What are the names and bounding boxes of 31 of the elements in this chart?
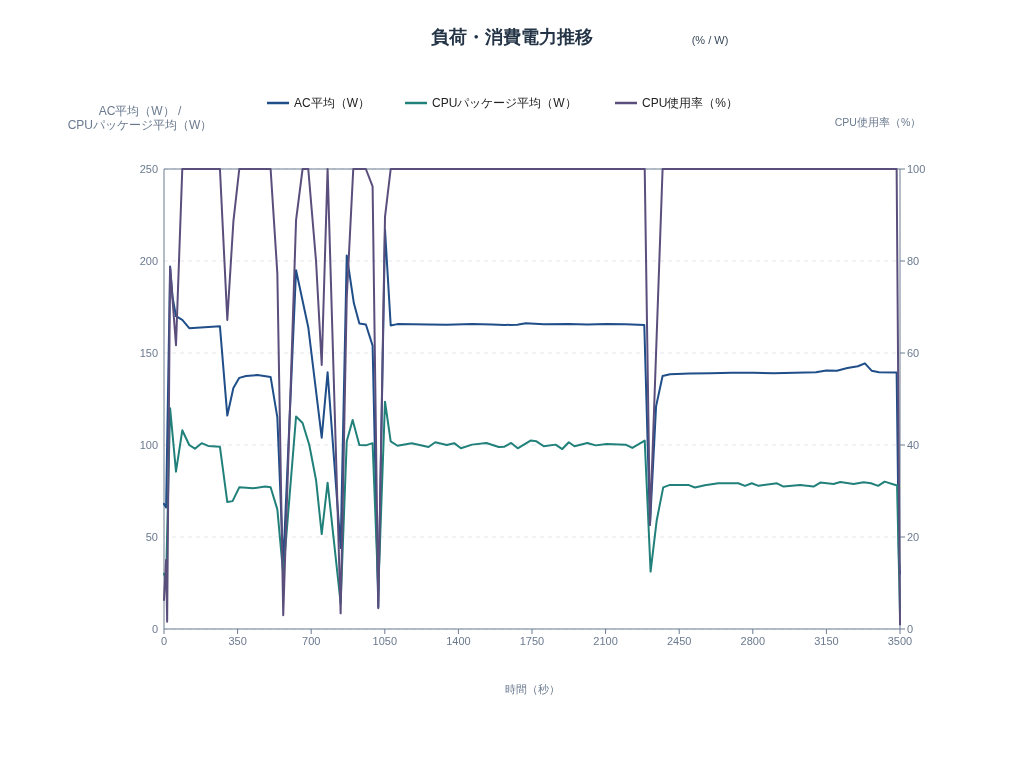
y-axis-title: AC平均（W） / CPUパッケージ平均（W） — [67, 104, 213, 132]
y2-tick-label: 80 — [907, 255, 920, 267]
x-tick-label: 1050 — [372, 635, 398, 647]
y-tick-label: 200 — [139, 255, 158, 267]
y2-tick-label: 100 — [907, 163, 926, 175]
x-tick-label: 1750 — [519, 635, 545, 647]
y2-tick-label: 60 — [907, 347, 920, 359]
y2-tick-label: 20 — [907, 531, 920, 543]
y-tick-label: 250 — [139, 163, 158, 175]
x-tick-label: 700 — [302, 635, 321, 647]
x-tick-label: 0 — [160, 635, 168, 647]
legend-label: AC平均（W） — [294, 96, 370, 110]
y-tick-label: 0 — [151, 623, 158, 635]
x-tick-label: 2100 — [593, 635, 618, 647]
x-tick-label: 1400 — [446, 635, 471, 647]
y-tick-label: 150 — [139, 347, 158, 359]
chart-title: 負荷・消費電力推移 — [431, 27, 593, 47]
x-axis-title: 時間（秒） — [504, 683, 560, 695]
x-tick-label: 2800 — [740, 635, 766, 647]
x-tick-label: 3150 — [814, 635, 839, 647]
chart-subtitle: (% / W) — [691, 34, 729, 46]
legend-label: CPUパッケージ平均（W） — [432, 96, 577, 110]
y-tick-label: 100 — [139, 439, 158, 451]
y2-axis-title: CPU使用率（%） — [834, 116, 922, 128]
y2-tick-label: 0 — [907, 623, 914, 635]
y-tick-label: 50 — [145, 531, 158, 543]
y2-tick-label: 40 — [907, 439, 920, 451]
x-tick-label: 2450 — [666, 635, 692, 647]
legend-label: CPU使用率（%） — [642, 96, 739, 110]
x-tick-label: 350 — [228, 635, 247, 647]
x-tick-label: 3500 — [887, 635, 913, 647]
